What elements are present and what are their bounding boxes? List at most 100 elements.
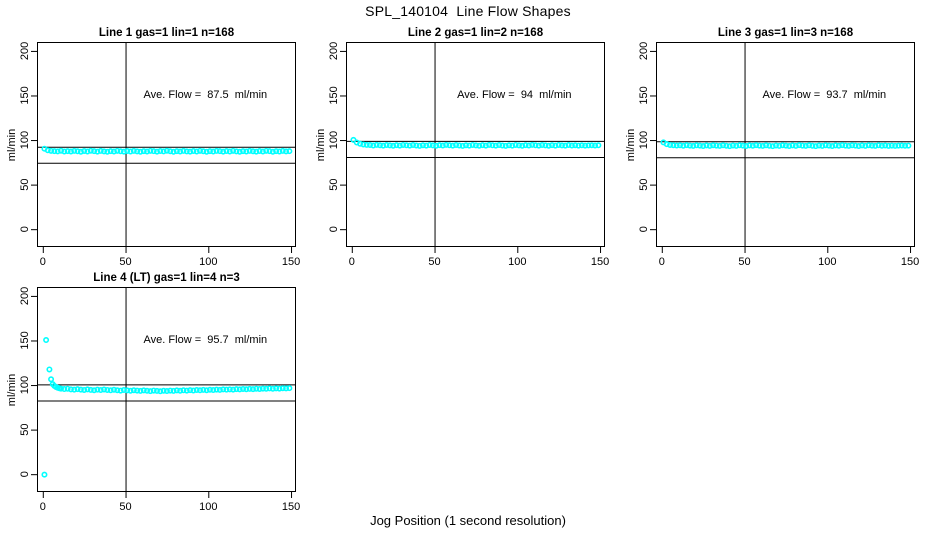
data-point — [187, 387, 194, 394]
data-point — [127, 387, 134, 394]
y-tick-label: 0 — [638, 226, 650, 232]
data-point — [806, 142, 813, 149]
data-point — [393, 142, 400, 149]
data-point — [456, 142, 463, 149]
data-point — [266, 385, 273, 392]
data-point — [173, 148, 180, 155]
data-point — [532, 142, 539, 149]
data-point — [187, 148, 194, 155]
data-point — [729, 142, 736, 149]
data-point — [167, 148, 174, 155]
data-point — [459, 142, 466, 149]
data-point — [200, 148, 207, 155]
data-point — [190, 387, 197, 394]
y-tick-label: 150 — [19, 86, 31, 104]
data-point — [61, 386, 68, 393]
data-point — [519, 142, 526, 149]
data-point — [529, 141, 536, 148]
data-point — [107, 148, 114, 155]
data-point — [453, 142, 460, 149]
data-point — [183, 387, 190, 394]
data-point — [588, 142, 595, 149]
data-point — [177, 387, 184, 394]
y-axis-label: ml/min — [625, 128, 637, 161]
data-point — [210, 387, 217, 394]
data-point — [782, 142, 789, 149]
data-point — [895, 142, 902, 149]
data-point — [286, 148, 293, 155]
data-point — [868, 142, 875, 149]
y-tick-label: 200 — [19, 287, 31, 305]
data-point — [200, 386, 207, 393]
data-point — [183, 148, 190, 155]
x-tick-label: 100 — [199, 501, 217, 513]
data-point — [403, 142, 410, 149]
data-point — [283, 385, 290, 392]
data-point — [370, 142, 377, 149]
data-point — [882, 142, 889, 149]
data-point — [124, 148, 131, 155]
data-point — [878, 142, 885, 149]
data-point — [46, 366, 53, 373]
data-point — [240, 148, 247, 155]
data-point — [812, 143, 819, 150]
data-point — [263, 385, 270, 392]
data-point — [743, 143, 750, 150]
data-point — [246, 147, 253, 154]
x-tick-label: 100 — [508, 256, 526, 268]
data-point — [87, 386, 94, 393]
data-point — [220, 148, 227, 155]
data-point — [190, 148, 197, 155]
data-point — [710, 142, 717, 149]
data-point — [749, 142, 756, 149]
data-point — [486, 141, 493, 148]
x-tick-label: 100 — [199, 256, 217, 268]
data-point — [91, 148, 98, 155]
x-tick-label: 150 — [901, 256, 919, 268]
data-point — [439, 142, 446, 149]
data-point — [41, 471, 48, 478]
data-point — [197, 387, 204, 394]
data-point — [120, 387, 127, 394]
y-tick-label: 150 — [328, 86, 340, 104]
data-point — [266, 148, 273, 155]
data-point — [406, 142, 413, 149]
y-tick-label: 150 — [638, 86, 650, 104]
data-point — [413, 142, 420, 149]
data-point — [67, 148, 74, 155]
data-point — [776, 142, 783, 149]
data-point — [256, 385, 263, 392]
data-point — [240, 385, 247, 392]
data-point — [77, 148, 84, 155]
data-point — [253, 148, 260, 155]
x-tick-label: 50 — [119, 501, 131, 513]
subplot-line-1: Line 1 gas=1 lin=1 n=168 ml/min 0 50 100 15… — [6, 27, 300, 268]
data-point — [210, 148, 217, 155]
data-point — [786, 143, 793, 150]
data-point — [160, 148, 167, 155]
data-point — [582, 142, 589, 149]
x-tick-label: 100 — [818, 256, 836, 268]
data-point — [71, 147, 78, 154]
figure-title: SPL_140104 Line Flow Shapes — [365, 3, 571, 19]
data-point — [259, 385, 266, 392]
data-point — [144, 148, 151, 155]
data-point — [236, 386, 243, 393]
x-tick-label: 150 — [282, 501, 300, 513]
data-point — [216, 386, 223, 393]
data-point — [77, 386, 84, 393]
data-point — [193, 148, 200, 155]
data-point — [390, 142, 397, 149]
data-point — [410, 142, 417, 149]
data-point — [700, 143, 707, 150]
data-point — [902, 142, 909, 149]
data-point — [502, 142, 509, 149]
data-point — [575, 142, 582, 149]
data-point — [57, 147, 64, 154]
data-point — [279, 147, 286, 154]
data-point — [376, 142, 383, 149]
data-point — [572, 142, 579, 149]
data-point — [832, 142, 839, 149]
data-point — [163, 388, 170, 395]
data-point — [94, 386, 101, 393]
